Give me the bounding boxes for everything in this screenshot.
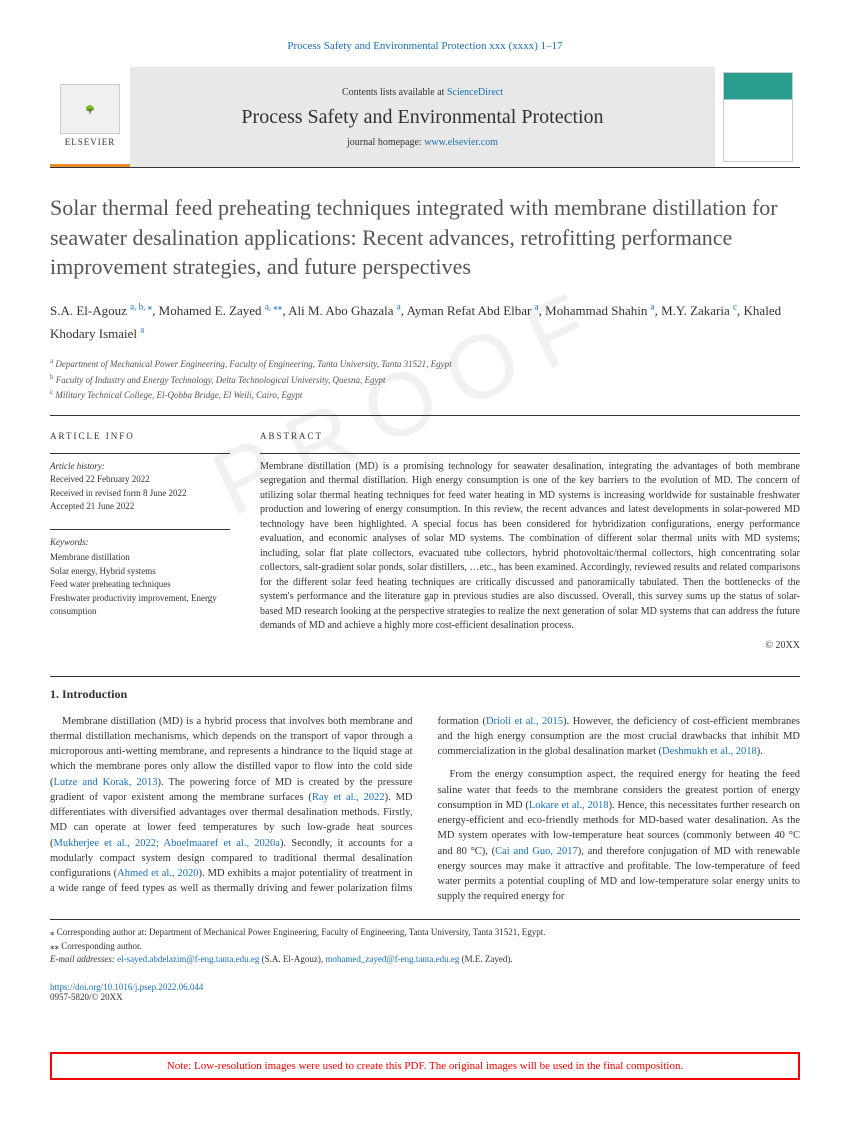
elsevier-tree-icon: 🌳 — [60, 84, 120, 134]
cite-link[interactable]: Lutze and Korak, 2013 — [54, 777, 158, 788]
email-link[interactable]: el-sayed.abdelazim@f-eng.tanta.edu.eg — [117, 954, 259, 964]
homepage-link[interactable]: www.elsevier.com — [424, 137, 498, 148]
footnotes: ⁎ Corresponding author at: Department of… — [50, 919, 800, 967]
header-citation: Process Safety and Environmental Protect… — [50, 40, 800, 52]
banner-center: Contents lists available at ScienceDirec… — [130, 67, 715, 167]
keywords-block: Keywords: Membrane distillation Solar en… — [50, 529, 230, 619]
cite-link[interactable]: Deshmukh et al., 2018 — [662, 746, 757, 757]
keywords-text: Membrane distillation Solar energy, Hybr… — [50, 551, 230, 619]
email-label: E-mail addresses: — [50, 954, 117, 964]
abstract-heading: ABSTRACT — [260, 431, 800, 445]
email-who: (M.E. Zayed). — [459, 954, 512, 964]
journal-cover-icon — [723, 72, 793, 162]
journal-name: Process Safety and Environmental Protect… — [241, 106, 603, 129]
t: ). — [757, 746, 763, 757]
cite-link[interactable]: Cai and Guo, 2017 — [495, 846, 578, 857]
corresponding-2: ⁎⁎ Corresponding author. — [50, 940, 800, 954]
revised-date: Received in revised form 8 June 2022 — [50, 487, 230, 501]
homepage-line: journal homepage: www.elsevier.com — [347, 137, 498, 148]
info-heading: ARTICLE INFO — [50, 431, 230, 445]
authors-list: S.A. El-Agouz a, b, ⁎, Mohamed E. Zayed … — [50, 300, 800, 344]
abstract-block: ABSTRACT Membrane distillation (MD) is a… — [260, 431, 800, 651]
contents-line: Contents lists available at ScienceDirec… — [342, 87, 503, 98]
article-history: Article history: Received 22 February 20… — [50, 453, 230, 514]
publisher-name: ELSEVIER — [65, 137, 116, 147]
cite-link[interactable]: Mukherjee et al., 2022; Aboelmaaref et a… — [54, 838, 280, 849]
article-title: Solar thermal feed preheating techniques… — [50, 193, 800, 282]
email-link[interactable]: mohamed_zayed@f-eng.tanta.edu.eg — [325, 954, 459, 964]
received-date: Received 22 February 2022 — [50, 473, 230, 487]
page: Process Safety and Environmental Protect… — [0, 0, 850, 1032]
cite-link[interactable]: Drioli et al., 2015 — [486, 716, 563, 727]
issn: 0957-5820/© 20XX — [50, 992, 123, 1002]
history-label: Article history: — [50, 460, 230, 474]
affiliations: a Department of Mechanical Power Enginee… — [50, 356, 800, 416]
corresponding-1: ⁎ Corresponding author at: Department of… — [50, 926, 800, 940]
email-line: E-mail addresses: el-sayed.abdelazim@f-e… — [50, 953, 800, 967]
info-abstract-row: ARTICLE INFO Article history: Received 2… — [50, 431, 800, 651]
doi-block: https://doi.org/10.1016/j.psep.2022.06.0… — [50, 982, 800, 1002]
accepted-date: Accepted 21 June 2022 — [50, 500, 230, 514]
journal-cover-box — [715, 67, 800, 167]
email-who: (S.A. El-Agouz), — [259, 954, 325, 964]
intro-heading: 1. Introduction — [50, 687, 800, 702]
abstract-text: Membrane distillation (MD) is a promisin… — [260, 453, 800, 634]
cite-link[interactable]: Lokare et al., 2018 — [529, 800, 609, 811]
body-text: Membrane distillation (MD) is a hybrid p… — [50, 714, 800, 905]
contents-prefix: Contents lists available at — [342, 87, 447, 98]
homepage-prefix: journal homepage: — [347, 137, 424, 148]
article-info: ARTICLE INFO Article history: Received 2… — [50, 431, 230, 651]
journal-banner: 🌳 ELSEVIER Contents lists available at S… — [50, 67, 800, 168]
cite-link[interactable]: Ray et al., 2022 — [312, 792, 385, 803]
cite-link[interactable]: Ahmed et al., 2020 — [117, 868, 198, 879]
copyright: © 20XX — [260, 640, 800, 651]
sciencedirect-link[interactable]: ScienceDirect — [447, 87, 503, 98]
doi-link[interactable]: https://doi.org/10.1016/j.psep.2022.06.0… — [50, 982, 203, 992]
keywords-label: Keywords: — [50, 536, 230, 550]
intro-p2: From the energy consumption aspect, the … — [438, 767, 801, 904]
publisher-logo: 🌳 ELSEVIER — [50, 67, 130, 167]
separator — [50, 676, 800, 677]
resolution-note: Note: Low-resolution images were used to… — [50, 1052, 800, 1080]
